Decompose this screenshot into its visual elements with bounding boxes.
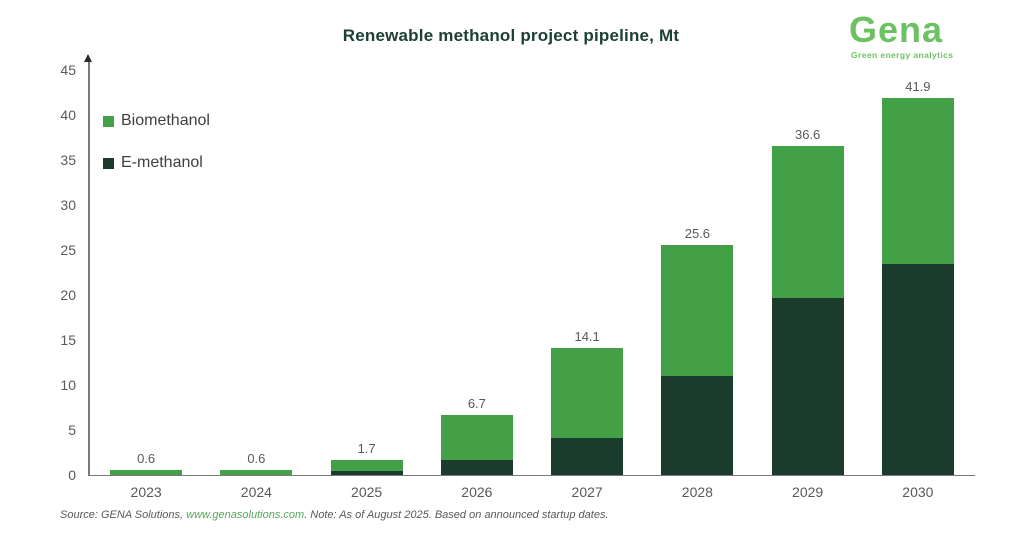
legend-swatch-biomethanol [103, 115, 114, 127]
bar-segment-biomethanol [220, 469, 293, 475]
bar-segment-emethanol [881, 264, 954, 475]
bar-total-label: 14.1 [574, 329, 600, 345]
x-tick-label-2029: 2029 [792, 484, 824, 500]
bar-total-label: 0.6 [137, 450, 156, 466]
y-axis-arrow-icon [84, 54, 93, 62]
bar-total-label: 36.6 [794, 126, 821, 142]
y-tick-label-0: 0 [68, 467, 76, 483]
source-suffix: . Note: As of August 2025. Based on anno… [304, 509, 609, 521]
y-tick-label-15: 15 [60, 332, 76, 348]
chart-title: Renewable methanol project pipeline, Mt [342, 26, 680, 45]
legend-item-emethanol: E-methanol [103, 154, 210, 172]
legend-swatch-emethanol [103, 157, 114, 169]
gena-logo-wordmark: Gena [849, 9, 944, 50]
source-link[interactable]: www.genasolutions.com [186, 509, 305, 521]
legend-item-biomethanol: Biomethanol [103, 112, 210, 130]
y-tick-label-30: 30 [60, 197, 76, 213]
bar-group-2028: 25.6 2028 [661, 70, 734, 500]
y-tick-label-45: 45 [60, 62, 76, 78]
bar-segment-emethanol [551, 438, 624, 475]
bar-total-label: 41.9 [905, 78, 931, 94]
bar-segment-biomethanol [771, 145, 844, 298]
bar-series: 0.6 2023 0.6 2024 1.7 2025 6.7 2026 14.1 2027 25.6… [89, 70, 975, 500]
bar-group-2029: 36.6 2029 [771, 70, 844, 500]
bar-group-2025: 1.7 2025 [330, 70, 403, 500]
x-tick-label-2027: 2027 [571, 484, 603, 500]
y-axis [88, 62, 90, 476]
bar-segment-biomethanol [330, 459, 403, 472]
bar-segment-emethanol [771, 297, 844, 475]
bar-segment-emethanol [661, 376, 734, 475]
y-tick-label-5: 5 [68, 422, 76, 438]
bar-total-label: 0.6 [247, 450, 266, 466]
bar-total-label: 6.7 [467, 395, 486, 411]
legend: Biomethanol E-methanol [103, 112, 210, 196]
bar-total-label: 25.6 [684, 225, 711, 241]
source-prefix: Source: GENA Solutions, [60, 509, 187, 521]
bar-segment-biomethanol [440, 414, 513, 460]
bar-group-2024: 0.6 2024 [220, 70, 293, 500]
bar-total-label: 1.7 [357, 440, 376, 456]
bar-group-2023: 0.6 2023 [110, 70, 183, 500]
bar-segment-biomethanol [661, 244, 734, 376]
x-tick-label-2028: 2028 [681, 484, 713, 500]
bar-segment-biomethanol [110, 469, 183, 475]
bar-group-2027: 14.1 2027 [551, 70, 624, 500]
x-tick-label-2030: 2030 [902, 484, 934, 500]
y-tick-label-25: 25 [60, 242, 76, 258]
x-tick-label-2026: 2026 [461, 484, 493, 500]
y-tick-label-40: 40 [60, 107, 76, 123]
x-tick-label-2024: 2024 [240, 484, 272, 500]
x-tick-label-2023: 2023 [130, 484, 162, 500]
bar-group-2026: 6.7 2026 [440, 70, 513, 500]
x-axis [88, 474, 975, 476]
gena-logo: Gena Green energy analytics [849, 9, 1004, 61]
x-tick-label-2025: 2025 [351, 484, 383, 500]
bar-group-2030: 41.9 2030 [881, 70, 954, 500]
y-tick-label-20: 20 [60, 287, 76, 303]
legend-label-biomethanol: Biomethanol [121, 112, 210, 129]
bar-segment-emethanol [440, 459, 513, 475]
y-tick-label-10: 10 [60, 377, 76, 393]
source-note: Source: GENA Solutions, www.genasolution… [60, 509, 609, 521]
plot-area: 0 5 10 15 20 25 30 35 40 45 0.6 2023 0.6 2024 1.7 2025… [60, 54, 975, 500]
bar-segment-emethanol [330, 471, 403, 475]
gena-logo-tagline: Green energy analytics [851, 50, 954, 60]
legend-label-emethanol: E-methanol [121, 154, 203, 171]
bar-segment-biomethanol [881, 97, 954, 265]
y-tick-label-35: 35 [60, 152, 76, 168]
bar-segment-biomethanol [551, 348, 624, 439]
